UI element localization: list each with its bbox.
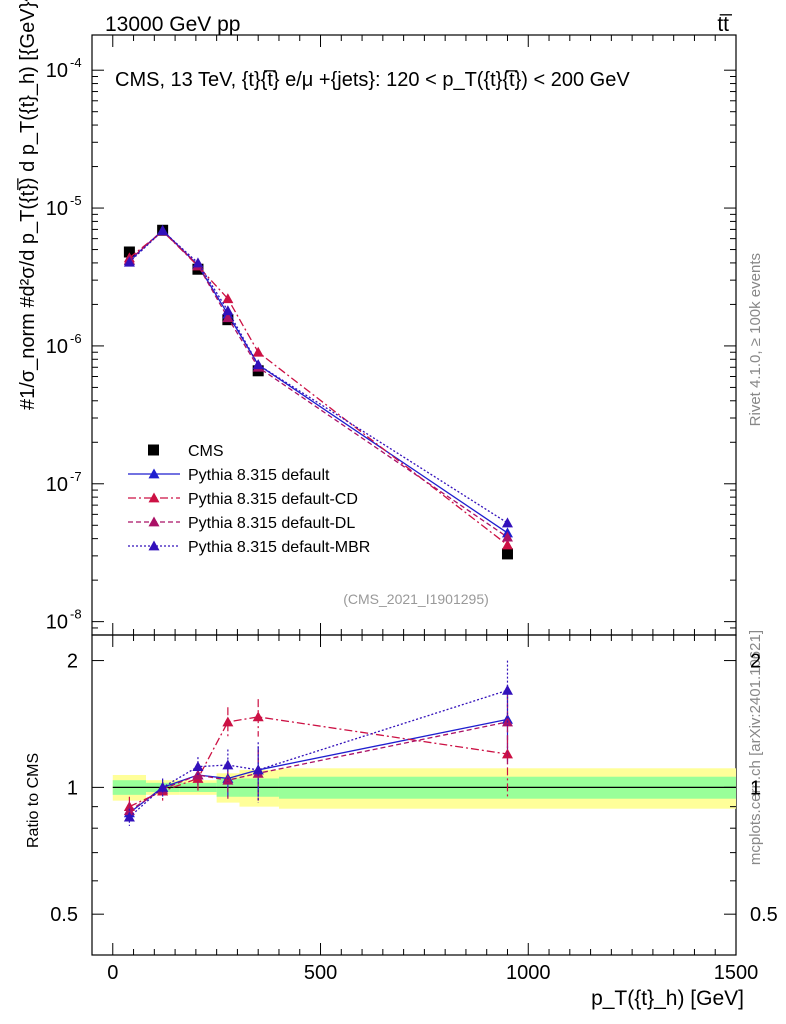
beam-label: 13000 GeV pp bbox=[105, 13, 240, 36]
legend-label-3: Pythia 8.315 default-DL bbox=[188, 515, 355, 532]
y-tick-label: 10 bbox=[46, 60, 68, 82]
series-marker-2 bbox=[501, 539, 513, 550]
y-tick-exponent: -5 bbox=[70, 193, 82, 208]
y-tick-label: 10 bbox=[46, 336, 68, 358]
y-tick-exponent: -6 bbox=[70, 331, 82, 346]
series-line-3 bbox=[128, 230, 508, 538]
legend-label-1: Pythia 8.315 default bbox=[188, 467, 330, 484]
x-tick-label: 0 bbox=[107, 962, 118, 984]
chart-title: CMS, 13 TeV, {t}{t̅} e/μ +{jets}: 120 < … bbox=[115, 69, 630, 91]
series-marker-4 bbox=[192, 257, 204, 268]
ratio-y-tick-label-right: 1 bbox=[750, 777, 761, 799]
analysis-id: (CMS_2021_I1901295) bbox=[343, 591, 489, 607]
y-tick-label: 10 bbox=[46, 612, 68, 634]
y-tick-exponent: -7 bbox=[70, 469, 82, 484]
legend-marker-2 bbox=[148, 492, 160, 503]
series-marker-4 bbox=[501, 517, 513, 528]
series-marker-3 bbox=[222, 312, 234, 323]
series-marker-2 bbox=[252, 346, 264, 357]
ratio-line-4 bbox=[128, 689, 508, 818]
main-axes: 10-810-710-610-510-4 bbox=[46, 35, 737, 636]
ratio-marker-2 bbox=[222, 716, 234, 727]
series-marker-4 bbox=[123, 256, 135, 267]
ratio-marker-4 bbox=[192, 761, 204, 772]
series-marker-2 bbox=[222, 293, 234, 304]
legend-marker-4 bbox=[148, 540, 160, 551]
mcplots-label: mcplots.cern.ch [arXiv:2401.10621] bbox=[747, 630, 764, 865]
series-marker-3 bbox=[501, 531, 513, 542]
legend-label-0: CMS bbox=[188, 443, 224, 460]
x-axis-title: p_T({t}_h) [GeV] bbox=[591, 987, 744, 1010]
ratio-bands bbox=[112, 768, 736, 809]
legend-label-4: Pythia 8.315 default-MBR bbox=[188, 539, 370, 556]
cms-data-point bbox=[123, 246, 135, 258]
ratio-line-2 bbox=[129, 716, 508, 808]
x-tick-label: 500 bbox=[304, 962, 337, 984]
ratio-y-tick-label-right: 0.5 bbox=[750, 904, 778, 926]
ratio-y-tick-label-right: 2 bbox=[750, 651, 761, 673]
y-tick-label: 10 bbox=[46, 474, 68, 496]
cms-data-point bbox=[501, 548, 513, 560]
process-label: tt̅ bbox=[717, 13, 733, 36]
series-marker-4 bbox=[157, 225, 169, 236]
legend-marker-cms bbox=[148, 444, 159, 456]
ratio-series bbox=[123, 660, 513, 826]
y-axis-title-ratio: Ratio to CMS bbox=[25, 753, 42, 848]
ratio-y-tick-label: 1 bbox=[67, 777, 78, 799]
ratio-marker-4 bbox=[501, 684, 513, 695]
ratio-marker-2 bbox=[252, 711, 264, 722]
ratio-marker-4 bbox=[222, 759, 234, 770]
ratio-y-tick-label: 2 bbox=[67, 651, 78, 673]
main-series bbox=[123, 224, 513, 560]
legend-marker-3 bbox=[148, 516, 160, 527]
x-tick-label: 1000 bbox=[506, 962, 551, 984]
series-line-4 bbox=[128, 229, 508, 524]
ratio-marker-4 bbox=[252, 764, 264, 775]
ratio-marker-3 bbox=[222, 774, 234, 785]
y-tick-exponent: -4 bbox=[70, 55, 82, 70]
ratio-marker-4 bbox=[123, 811, 135, 822]
y-tick-exponent: -8 bbox=[70, 607, 82, 622]
rivet-label: Rivet 4.1.0, ≥ 100k events bbox=[747, 253, 764, 426]
x-tick-label: 1500 bbox=[714, 962, 759, 984]
ratio-marker-4 bbox=[157, 781, 169, 792]
ratio-axes: 0 500 1000 1500 0.5 0.5 1 1 2 2 bbox=[50, 635, 778, 984]
y-tick-label: 10 bbox=[46, 198, 68, 220]
legend-label-2: Pythia 8.315 default-CD bbox=[188, 491, 358, 508]
series-marker-4 bbox=[252, 359, 264, 370]
series-marker-4 bbox=[222, 305, 234, 316]
ratio-y-tick-label: 0.5 bbox=[50, 904, 78, 926]
legend-marker-1 bbox=[148, 468, 160, 479]
legend: CMS Pythia 8.315 default Pythia 8.315 defa… bbox=[128, 443, 370, 556]
y-axis-title-main: #1/σ_norm #d²σ/d p_T({t}̅) d p_T({t}_h) … bbox=[16, 0, 39, 410]
